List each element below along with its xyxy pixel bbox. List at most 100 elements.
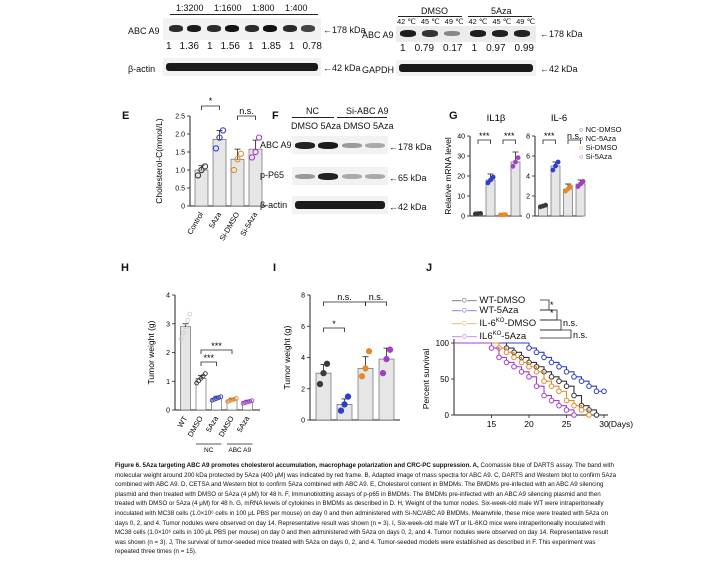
data-point	[513, 159, 518, 165]
survival-point	[571, 374, 577, 380]
data-point	[543, 202, 548, 208]
survival-point	[556, 363, 562, 370]
survival-point	[518, 369, 525, 375]
data-point	[219, 127, 227, 134]
data-point	[201, 163, 209, 170]
survival-point	[526, 345, 532, 351]
data-point	[323, 360, 331, 367]
data-point	[225, 399, 230, 404]
caption-line: 4. Tumor nodules were observed on day 14…	[115, 529, 609, 546]
data-point	[198, 166, 205, 174]
sig-bracket	[502, 139, 516, 144]
panel-letter-i: I	[273, 262, 277, 274]
row-label: GAPDH	[362, 65, 395, 75]
kda-label: ←65 kDa	[389, 173, 427, 183]
y-tick-label: 4	[301, 355, 305, 362]
value: 0.79	[414, 43, 435, 54]
sig-label: ***	[544, 131, 555, 141]
sig-label: n.s.	[337, 292, 352, 302]
x-tick-label: 5Aza	[235, 414, 252, 434]
survival-point	[503, 359, 510, 366]
survival-point	[571, 392, 577, 399]
y-tick-label: 2	[526, 194, 530, 201]
value: 1.85	[261, 41, 281, 52]
data-point	[362, 365, 369, 372]
survival-point	[526, 363, 532, 370]
value: 0.78	[302, 41, 322, 52]
group-label: 5Aza	[491, 6, 512, 16]
survival-point	[548, 374, 555, 380]
legend-item: ○ Si-5Aza	[579, 152, 612, 161]
bar	[485, 179, 496, 217]
data-point	[203, 371, 208, 376]
dilution-bar	[170, 14, 318, 15]
data-point	[555, 159, 561, 165]
y-tick-label: 8	[526, 134, 530, 141]
survival-point	[563, 369, 570, 375]
y-tick-label: 2.5	[175, 114, 185, 121]
caption-line: BMDMs. Meanwhile, these mice were treate…	[115, 509, 609, 527]
data-point	[183, 324, 188, 329]
legend-item: ○ NC-5Aza	[579, 134, 617, 143]
group-bar	[337, 117, 387, 118]
sig-bracket	[567, 139, 581, 144]
group-label: NC	[204, 447, 214, 454]
y-tick-label: 10	[457, 194, 465, 201]
legend-item: —○— IL-6KO-DMSO	[452, 318, 537, 330]
data-point	[234, 156, 241, 163]
bar	[212, 139, 227, 207]
temp-label: 42 ℃	[397, 17, 416, 26]
x-tick-label: Control	[185, 210, 205, 236]
sig-bracket	[323, 327, 345, 332]
survival-point	[541, 378, 547, 384]
survival-point	[586, 383, 592, 389]
y-tick-label: 0	[166, 408, 170, 415]
sig-label: n.s.	[573, 330, 588, 340]
y-tick-label: 4	[166, 293, 170, 300]
bar	[510, 161, 521, 217]
sig-label: n.s.	[369, 292, 384, 302]
group-label: NC	[306, 106, 319, 116]
sig-bracket	[323, 301, 366, 306]
blot-strip	[396, 60, 536, 76]
kda-label: ←42 kDa	[389, 202, 427, 212]
x-tick-label: DMSO	[186, 414, 205, 438]
data-point	[231, 396, 237, 402]
sig-label: *	[550, 308, 554, 318]
group-label: Si-ABC A9	[346, 106, 389, 116]
sig-label: ***	[479, 131, 490, 141]
sig-label: ***	[203, 353, 214, 363]
data-point	[248, 154, 256, 161]
survival-point	[541, 392, 547, 399]
survival-point	[503, 349, 510, 356]
e-bars: 0 0.5 1.0 1.5 2.0 2.5 Cholesterol-C(mmol/L) Con…	[154, 96, 266, 242]
row-label: ABC A9	[362, 30, 394, 40]
y-tick-label: 0.5	[175, 186, 185, 193]
data-point	[344, 393, 352, 400]
dilution-label: 1:3200	[176, 3, 204, 13]
data-point	[490, 174, 496, 180]
survival-point	[548, 383, 555, 389]
legend-item: ○ Si-DMSO	[579, 143, 618, 152]
data-point	[255, 134, 263, 141]
survival-point	[571, 402, 577, 409]
data-point	[237, 150, 245, 157]
survival-point	[578, 407, 585, 413]
y-tick-label: 0	[445, 411, 450, 420]
j-sig-brackets: * * n.s. n.s.	[540, 299, 588, 340]
j-legend: —○— WT-DMSO —○— WT-5Aza —○— IL-6KO-DMSO …	[452, 296, 536, 342]
x-tick-label: 15	[487, 419, 497, 429]
survival-point	[518, 359, 525, 366]
data-point	[242, 400, 248, 405]
bar	[195, 378, 207, 411]
value: 1	[166, 41, 172, 52]
x-tick-label: 20	[524, 419, 534, 429]
y-tick-label: 1.5	[175, 150, 185, 157]
data-point	[180, 330, 186, 336]
blot-strip	[396, 26, 536, 42]
y-tick-label: 3	[166, 321, 170, 328]
caption-line: models were established as described in …	[115, 538, 596, 556]
subchart-title: IL1β	[487, 113, 506, 124]
